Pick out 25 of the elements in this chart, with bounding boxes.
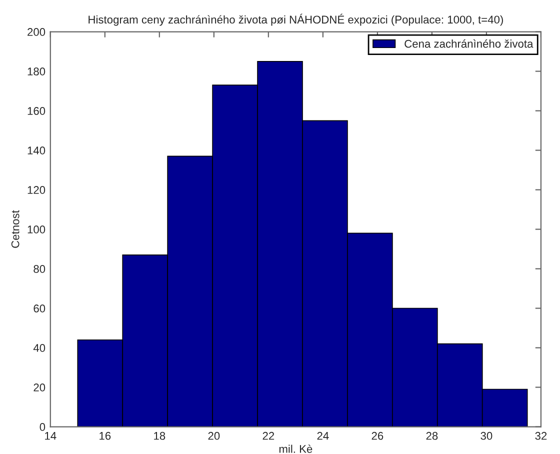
legend-label: Cena zachránìného života bbox=[404, 39, 534, 48]
y-tick-label: 20 bbox=[34, 384, 46, 392]
x-tick-label: 24 bbox=[317, 432, 329, 440]
x-tick-label: 32 bbox=[535, 432, 547, 440]
y-tick-label: 60 bbox=[34, 304, 46, 312]
x-tick-label: 16 bbox=[100, 432, 111, 440]
y-tick-label: 0 bbox=[40, 423, 46, 431]
x-tick-label: 28 bbox=[426, 432, 438, 440]
x-tick-label: 22 bbox=[262, 432, 274, 440]
x-tick-label: 18 bbox=[154, 432, 166, 440]
y-tick-label: 140 bbox=[28, 146, 46, 154]
y-axis-title: Cetnost bbox=[11, 210, 20, 248]
y-tick-label: 180 bbox=[28, 68, 46, 76]
y-tick-label: 200 bbox=[28, 28, 46, 36]
x-tick-label: 26 bbox=[372, 432, 384, 440]
y-tick-label: 100 bbox=[28, 226, 46, 234]
x-axis-title: mil. Kè bbox=[279, 444, 312, 453]
y-tick-label: 160 bbox=[28, 107, 46, 115]
x-tick-label: 20 bbox=[208, 432, 220, 440]
x-tick-label: 14 bbox=[45, 432, 56, 440]
x-tick-label: 30 bbox=[480, 432, 492, 440]
y-tick-label: 40 bbox=[33, 344, 46, 352]
y-tick-label: 80 bbox=[34, 265, 46, 273]
chart-title: Histogram ceny zachránìného života pøi NÁHODNÉ expozici (Populace: 1000, t=40) bbox=[88, 14, 503, 26]
y-tick-label: 120 bbox=[28, 186, 46, 194]
